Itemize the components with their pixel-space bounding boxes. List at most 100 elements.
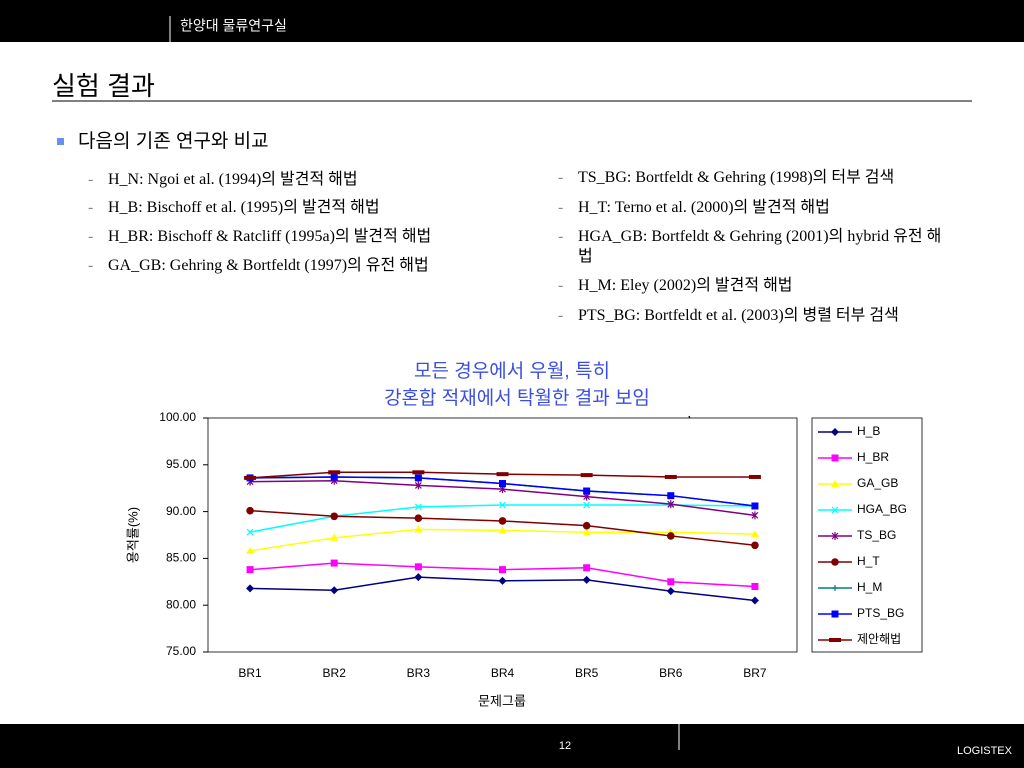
annotation: 강혼합 적재에서 탁월한 결과 보임 (384, 387, 650, 409)
legend-marker (831, 454, 839, 462)
marker (499, 566, 506, 574)
marker (496, 472, 509, 477)
legend-label: GA_GB (857, 476, 898, 490)
x-axis-label: 문제그룹 (478, 693, 526, 708)
x-tick-label: BR3 (407, 666, 431, 680)
y-tick-label: 90.00 (166, 504, 196, 518)
header-bar (0, 0, 1024, 42)
list-item: TS_BG: Bortfeldt & Gehring (1998)의 터부 검색 (558, 168, 948, 188)
marker (751, 541, 759, 550)
marker (246, 566, 254, 574)
marker (244, 475, 257, 480)
list-item: PTS_BG: Bortfeldt et al. (2003)의 병렬 터부 검… (558, 306, 948, 326)
series (244, 470, 761, 480)
legend-label: PTS_BG (857, 606, 904, 620)
marker (750, 530, 759, 538)
page-number: 12 (559, 740, 571, 752)
marker (583, 487, 591, 495)
marker (246, 584, 255, 593)
legend-label: TS_BG (857, 528, 896, 542)
series (246, 573, 759, 605)
x-tick-label: BR1 (238, 666, 262, 680)
marker (414, 525, 423, 533)
marker (667, 578, 675, 586)
x-tick-label: BR4 (491, 666, 515, 680)
x-tick-label: BR5 (575, 666, 599, 680)
legend-label: HGA_BG (857, 502, 907, 516)
marker (328, 470, 341, 475)
legend-marker (831, 480, 839, 487)
marker (583, 501, 591, 509)
marker (414, 563, 422, 571)
legend (811, 417, 923, 653)
marker (583, 564, 591, 572)
marker (499, 480, 506, 488)
y-axis-label: 용적률(%) (125, 507, 140, 563)
marker (246, 546, 255, 554)
marker (498, 526, 507, 534)
marker (330, 533, 339, 541)
marker (666, 532, 675, 540)
annotation: 모든 경우에서 우월, 특히 (414, 360, 610, 382)
bullet-icon (57, 138, 64, 145)
marker (330, 559, 338, 567)
footer-bar (0, 724, 1024, 768)
bullet-text: 다음의 기존 연구와 비교 (78, 130, 269, 152)
list-item: H_N: Ngoi et al. (1994)의 발견적 해법 (88, 170, 548, 190)
y-tick-label: 75.00 (166, 644, 196, 658)
legend-marker (831, 532, 839, 540)
legend-marker (831, 506, 839, 514)
marker (751, 582, 759, 590)
marker (666, 587, 675, 596)
marker (498, 576, 507, 585)
x-tick-label: BR2 (323, 666, 347, 680)
marker (330, 473, 338, 481)
marker (582, 575, 591, 584)
marker (751, 502, 759, 510)
list-item: GA_GB: Gehring & Bortfeldt (1997)의 유전 해법 (88, 256, 548, 276)
marker (330, 586, 339, 595)
y-tick-label: 85.00 (166, 551, 196, 565)
legend-marker (831, 558, 839, 566)
marker (498, 517, 507, 525)
legend-label: H_BR (857, 450, 889, 464)
legend-label: H_T (857, 554, 880, 568)
marker (246, 528, 254, 536)
marker (582, 521, 591, 530)
legend-label: H_M (857, 580, 882, 594)
marker (750, 596, 759, 605)
plot-area (207, 417, 798, 653)
marker (414, 514, 423, 522)
series (246, 473, 759, 510)
brand: LOGISTEX (957, 745, 1013, 757)
marker (412, 470, 425, 475)
y-tick-label: 100.00 (159, 410, 196, 424)
list-item: HGA_GB: Bortfeldt & Gehring (2001)의 hybr… (558, 227, 948, 267)
marker (414, 573, 423, 582)
marker (330, 512, 339, 521)
list-item: H_M: Eley (2002)의 발견적 해법 (558, 276, 948, 296)
marker (246, 506, 254, 515)
list-item: H_B: Bischoff et al. (1995)의 발견적 해법 (88, 198, 548, 218)
marker (751, 511, 759, 520)
list-item: H_BR: Bischoff & Ratcliff (1995a)의 발견적 해… (88, 227, 548, 247)
slide-title: 실험 결과 (52, 71, 155, 101)
marker (499, 501, 506, 509)
series (246, 476, 759, 520)
marker (748, 474, 761, 479)
legend-marker (832, 585, 838, 591)
x-tick-label: BR6 (659, 666, 683, 680)
legend-label: H_B (857, 424, 880, 438)
marker (414, 503, 422, 511)
marker (667, 492, 675, 500)
header-lab: 한양대 물류연구실 (180, 18, 287, 34)
x-tick-label: BR7 (743, 666, 767, 680)
legend-marker (829, 638, 841, 642)
y-tick-label: 95.00 (166, 457, 196, 471)
series (246, 506, 759, 550)
marker (580, 473, 593, 478)
legend-marker (831, 428, 839, 436)
marker (414, 481, 422, 490)
